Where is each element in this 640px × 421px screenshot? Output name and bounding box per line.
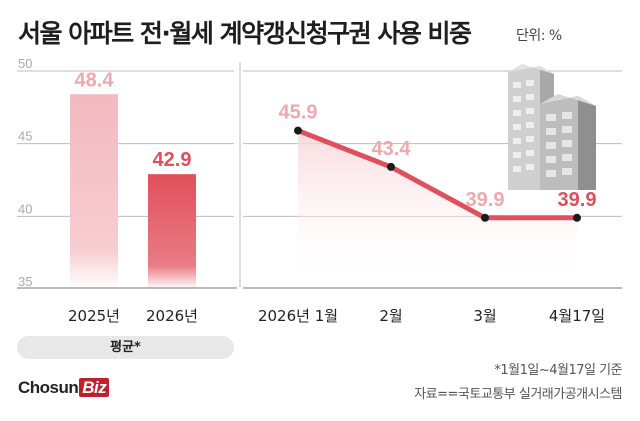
line-point bbox=[481, 213, 489, 222]
y-tick-label: 45 bbox=[18, 129, 32, 144]
line-chart-points bbox=[294, 126, 581, 222]
line-value-label: 39.9 bbox=[558, 189, 597, 211]
logo-main-text: Chosun bbox=[18, 378, 79, 397]
bar-value-label: 42.9 bbox=[153, 149, 192, 171]
bar-category-label: 2026년 bbox=[146, 307, 198, 325]
line-category-label: 4월17일 bbox=[549, 307, 605, 325]
y-tick-label: 35 bbox=[18, 274, 32, 289]
bar-category-label: 2025년 bbox=[68, 307, 120, 325]
logo-accent-text: Biz bbox=[79, 378, 110, 397]
line-point bbox=[573, 213, 581, 222]
bar-chart-labels: 48.4 2025년 42.9 2026년 bbox=[68, 69, 198, 325]
line-value-label: 45.9 bbox=[279, 102, 318, 124]
line-category-label: 2월 bbox=[379, 307, 402, 325]
unit-label: 단위: % bbox=[516, 28, 562, 44]
bar bbox=[148, 174, 196, 289]
line-chart-labels: 45.9 2026년 1월 43.4 2월 39.9 3월 39.9 4월17일 bbox=[258, 102, 605, 325]
apartment-buildings-icon bbox=[508, 64, 596, 190]
chosunbiz-logo: Chosun Biz bbox=[18, 378, 110, 398]
bar-chart-y-axis: 35 40 45 50 bbox=[18, 56, 32, 289]
line-point bbox=[387, 162, 395, 171]
line-value-label: 43.4 bbox=[372, 138, 412, 160]
line-chart-area bbox=[298, 130, 577, 289]
y-tick-label: 50 bbox=[18, 56, 32, 71]
bar-chart-bars bbox=[70, 94, 196, 290]
line-value-label: 39.9 bbox=[466, 189, 505, 211]
bar-chart-gridlines bbox=[17, 70, 234, 217]
line-category-label: 2026년 1월 bbox=[258, 307, 338, 325]
chart-title: 서울 아파트 전·월세 계약갱신청구권 사용 비중 bbox=[18, 19, 472, 48]
period-note: *1월1일~4월17일 기준 bbox=[494, 363, 622, 378]
bar-value-label: 48.4 bbox=[75, 69, 115, 91]
source-note: 자료==국토교통부 실거래가공개시스템 bbox=[414, 387, 622, 402]
y-tick-label: 40 bbox=[18, 201, 32, 216]
average-label: 평균* bbox=[17, 336, 234, 359]
line-category-label: 3월 bbox=[473, 307, 496, 325]
line-point bbox=[294, 126, 302, 135]
bar bbox=[70, 94, 118, 290]
line-chart-series bbox=[295, 128, 580, 221]
